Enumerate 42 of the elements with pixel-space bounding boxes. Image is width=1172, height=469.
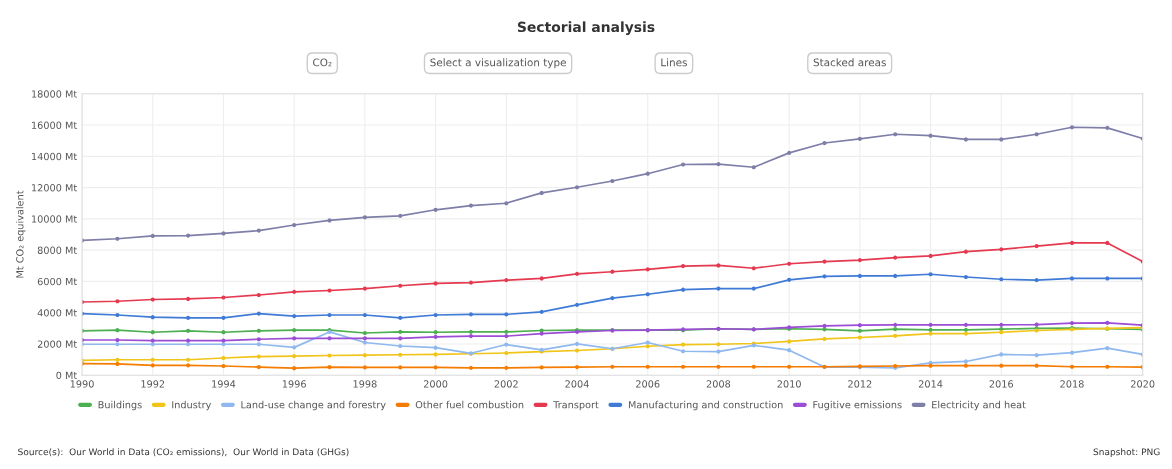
x-tick-label: 1996 bbox=[282, 380, 306, 388]
legend-label: Other fuel combustion bbox=[415, 400, 524, 409]
x-tick-label: 2010 bbox=[777, 380, 801, 388]
legend-label: Transport bbox=[553, 401, 599, 411]
x-tick-label: 1990 bbox=[70, 380, 94, 388]
y-tick-label: 12000 Mt bbox=[32, 184, 77, 192]
text: Snapshot: PNG bbox=[1093, 448, 1160, 457]
text: CO₂ bbox=[313, 58, 332, 67]
legend-label: Industry bbox=[172, 400, 212, 411]
x-tick-label: 2016 bbox=[989, 380, 1014, 388]
y-tick-label: 6000 Mt bbox=[37, 277, 77, 286]
y-tick-label: 16000 Mt bbox=[32, 121, 77, 129]
x-tick-label: 2008 bbox=[706, 380, 731, 388]
legend-label: Electricity and heat bbox=[932, 400, 1026, 411]
x-tick-label: 1998 bbox=[353, 380, 377, 388]
y-axis-title: Mt CO₂ equivalent bbox=[16, 190, 26, 278]
x-tick-label: 2002 bbox=[494, 380, 518, 388]
y-tick-label: 0 Mt bbox=[56, 371, 77, 380]
x-tick-label: 2000 bbox=[423, 380, 448, 388]
x-tick-label: 2012 bbox=[848, 380, 872, 388]
x-tick-label: 2006 bbox=[636, 380, 660, 388]
y-tick-label: 2000 Mt bbox=[37, 340, 77, 348]
x-tick-label: 2020 bbox=[1131, 380, 1155, 388]
legend-label: Land-use change and forestry bbox=[241, 400, 386, 411]
y-tick-label: 18000 Mt bbox=[32, 90, 77, 98]
y-tick-label: 10000 Mt bbox=[32, 215, 77, 223]
x-tick-label: 1992 bbox=[141, 380, 165, 388]
x-tick-label: 2004 bbox=[565, 380, 589, 388]
legend-label: Fugitive emissions bbox=[813, 400, 902, 411]
text: Select a visualization type bbox=[430, 58, 566, 69]
legend-label: Buildings bbox=[98, 400, 142, 411]
y-tick-label: 8000 Mt bbox=[37, 246, 77, 254]
y-tick-label: 14000 Mt bbox=[32, 152, 77, 161]
chart-title: Sectorial analysis bbox=[517, 21, 655, 35]
x-tick-label: 1994 bbox=[212, 380, 236, 388]
x-tick-label: 2014 bbox=[918, 380, 943, 388]
y-tick-label: 4000 Mt bbox=[37, 309, 77, 317]
x-tick-label: 2018 bbox=[1060, 380, 1084, 388]
legend-label: Manufacturing and construction bbox=[628, 400, 783, 411]
text: Lines bbox=[661, 58, 687, 67]
source-note: Source(s): Our World in Data (CO₂ emissions), Our World in Data (GHGs) bbox=[18, 448, 349, 457]
text: Stacked areas bbox=[813, 58, 886, 67]
